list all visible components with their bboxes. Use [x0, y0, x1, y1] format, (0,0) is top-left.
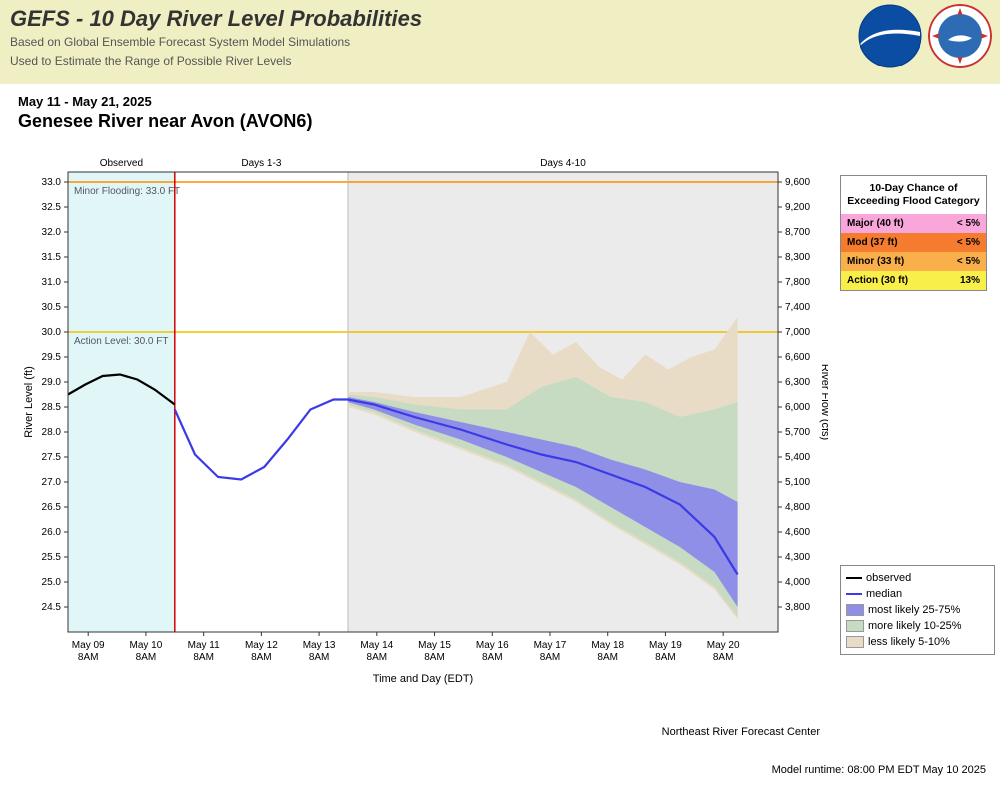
- svg-text:8AM: 8AM: [309, 652, 330, 663]
- svg-text:7,800: 7,800: [785, 277, 810, 288]
- svg-text:8AM: 8AM: [136, 652, 157, 663]
- exceedance-table: 10-Day Chance of Exceeding Flood Categor…: [840, 175, 987, 291]
- svg-text:May 09: May 09: [72, 640, 105, 651]
- date-range: May 11 - May 21, 2025: [18, 94, 1000, 109]
- svg-text:27.5: 27.5: [42, 452, 62, 463]
- exceed-row: Major (40 ft)< 5%: [841, 214, 986, 233]
- svg-text:Time and Day (EDT): Time and Day (EDT): [373, 673, 473, 685]
- svg-text:May 14: May 14: [360, 640, 393, 651]
- svg-text:8AM: 8AM: [424, 652, 445, 663]
- legend-row: median: [845, 586, 990, 602]
- svg-text:8AM: 8AM: [78, 652, 99, 663]
- svg-text:8AM: 8AM: [193, 652, 214, 663]
- svg-text:26.5: 26.5: [42, 502, 62, 513]
- svg-text:26.0: 26.0: [42, 527, 62, 538]
- legend-row: more likely 10-25%: [845, 618, 990, 634]
- svg-text:6,600: 6,600: [785, 352, 810, 363]
- svg-text:May 20: May 20: [707, 640, 740, 651]
- svg-text:May 18: May 18: [591, 640, 624, 651]
- svg-text:May 16: May 16: [476, 640, 509, 651]
- svg-text:May 15: May 15: [418, 640, 451, 651]
- model-runtime: Model runtime: 08:00 PM EDT May 10 2025: [772, 764, 986, 776]
- svg-text:25.0: 25.0: [42, 577, 62, 588]
- header-banner: GEFS - 10 Day River Level Probabilities …: [0, 0, 1000, 84]
- svg-text:8AM: 8AM: [482, 652, 503, 663]
- svg-text:8AM: 8AM: [597, 652, 618, 663]
- svg-text:Observed: Observed: [100, 158, 143, 169]
- svg-text:6,300: 6,300: [785, 377, 810, 388]
- svg-text:4,600: 4,600: [785, 527, 810, 538]
- svg-text:5,400: 5,400: [785, 452, 810, 463]
- svg-text:River Level (ft): River Level (ft): [23, 366, 35, 438]
- svg-text:Days 4-10: Days 4-10: [540, 158, 586, 169]
- svg-text:29.5: 29.5: [42, 352, 62, 363]
- exceedance-title: 10-Day Chance of Exceeding Flood Categor…: [841, 176, 986, 214]
- svg-text:8AM: 8AM: [540, 652, 561, 663]
- svg-text:6,000: 6,000: [785, 402, 810, 413]
- location-name: Genesee River near Avon (AVON6): [18, 111, 1000, 132]
- nws-logo-icon: [928, 4, 992, 68]
- subtitle-1: Based on Global Ensemble Forecast System…: [10, 34, 990, 51]
- svg-text:8AM: 8AM: [251, 652, 272, 663]
- svg-text:Days 1-3: Days 1-3: [241, 158, 281, 169]
- svg-text:27.0: 27.0: [42, 477, 62, 488]
- legend: observedmedianmost likely 25-75%more lik…: [840, 565, 995, 655]
- page-title: GEFS - 10 Day River Level Probabilities: [10, 6, 990, 32]
- svg-text:8,700: 8,700: [785, 227, 810, 238]
- svg-text:May 19: May 19: [649, 640, 682, 651]
- svg-text:May 11: May 11: [188, 640, 220, 651]
- footer-credit: Northeast River Forecast Center: [662, 726, 820, 738]
- svg-text:3,800: 3,800: [785, 602, 810, 613]
- svg-text:May 12: May 12: [245, 640, 278, 651]
- svg-text:May 13: May 13: [303, 640, 336, 651]
- svg-text:7,400: 7,400: [785, 302, 810, 313]
- title-block: May 11 - May 21, 2025 Genesee River near…: [0, 84, 1000, 132]
- svg-text:5,100: 5,100: [785, 477, 810, 488]
- subtitle-2: Used to Estimate the Range of Possible R…: [10, 53, 990, 70]
- exceed-row: Mod (37 ft)< 5%: [841, 233, 986, 252]
- legend-row: less likely 5-10%: [845, 634, 990, 650]
- svg-text:33.0: 33.0: [42, 177, 62, 188]
- svg-text:4,000: 4,000: [785, 577, 810, 588]
- svg-text:7,000: 7,000: [785, 327, 810, 338]
- svg-text:30.0: 30.0: [42, 327, 62, 338]
- svg-text:5,700: 5,700: [785, 427, 810, 438]
- svg-text:May 10: May 10: [130, 640, 163, 651]
- svg-text:8AM: 8AM: [367, 652, 388, 663]
- svg-text:30.5: 30.5: [42, 302, 62, 313]
- legend-row: most likely 25-75%: [845, 602, 990, 618]
- svg-text:31.5: 31.5: [42, 252, 62, 263]
- legend-row: observed: [845, 570, 990, 586]
- chart-area: Minor Flooding: 33.0 FT Action Level: 30.…: [18, 150, 828, 710]
- svg-text:4,300: 4,300: [785, 552, 810, 563]
- svg-text:Action Level: 30.0 FT: Action Level: 30.0 FT: [74, 336, 169, 347]
- svg-text:River Flow (cfs): River Flow (cfs): [819, 364, 828, 440]
- svg-text:25.5: 25.5: [42, 552, 62, 563]
- svg-text:Minor Flooding: 33.0 FT: Minor Flooding: 33.0 FT: [74, 186, 180, 197]
- svg-text:8AM: 8AM: [713, 652, 734, 663]
- svg-text:8,300: 8,300: [785, 252, 810, 263]
- svg-text:8AM: 8AM: [655, 652, 676, 663]
- svg-text:31.0: 31.0: [42, 277, 62, 288]
- svg-text:28.0: 28.0: [42, 427, 62, 438]
- svg-text:32.0: 32.0: [42, 227, 62, 238]
- exceed-row: Minor (33 ft)< 5%: [841, 252, 986, 271]
- exceed-row: Action (30 ft)13%: [841, 271, 986, 290]
- svg-text:24.5: 24.5: [42, 602, 62, 613]
- svg-text:May 17: May 17: [534, 640, 567, 651]
- svg-text:4,800: 4,800: [785, 502, 810, 513]
- noaa-logo-icon: [858, 4, 922, 68]
- svg-text:9,600: 9,600: [785, 177, 810, 188]
- svg-text:29.0: 29.0: [42, 377, 62, 388]
- svg-text:28.5: 28.5: [42, 402, 62, 413]
- svg-text:32.5: 32.5: [42, 202, 62, 213]
- svg-text:9,200: 9,200: [785, 202, 810, 213]
